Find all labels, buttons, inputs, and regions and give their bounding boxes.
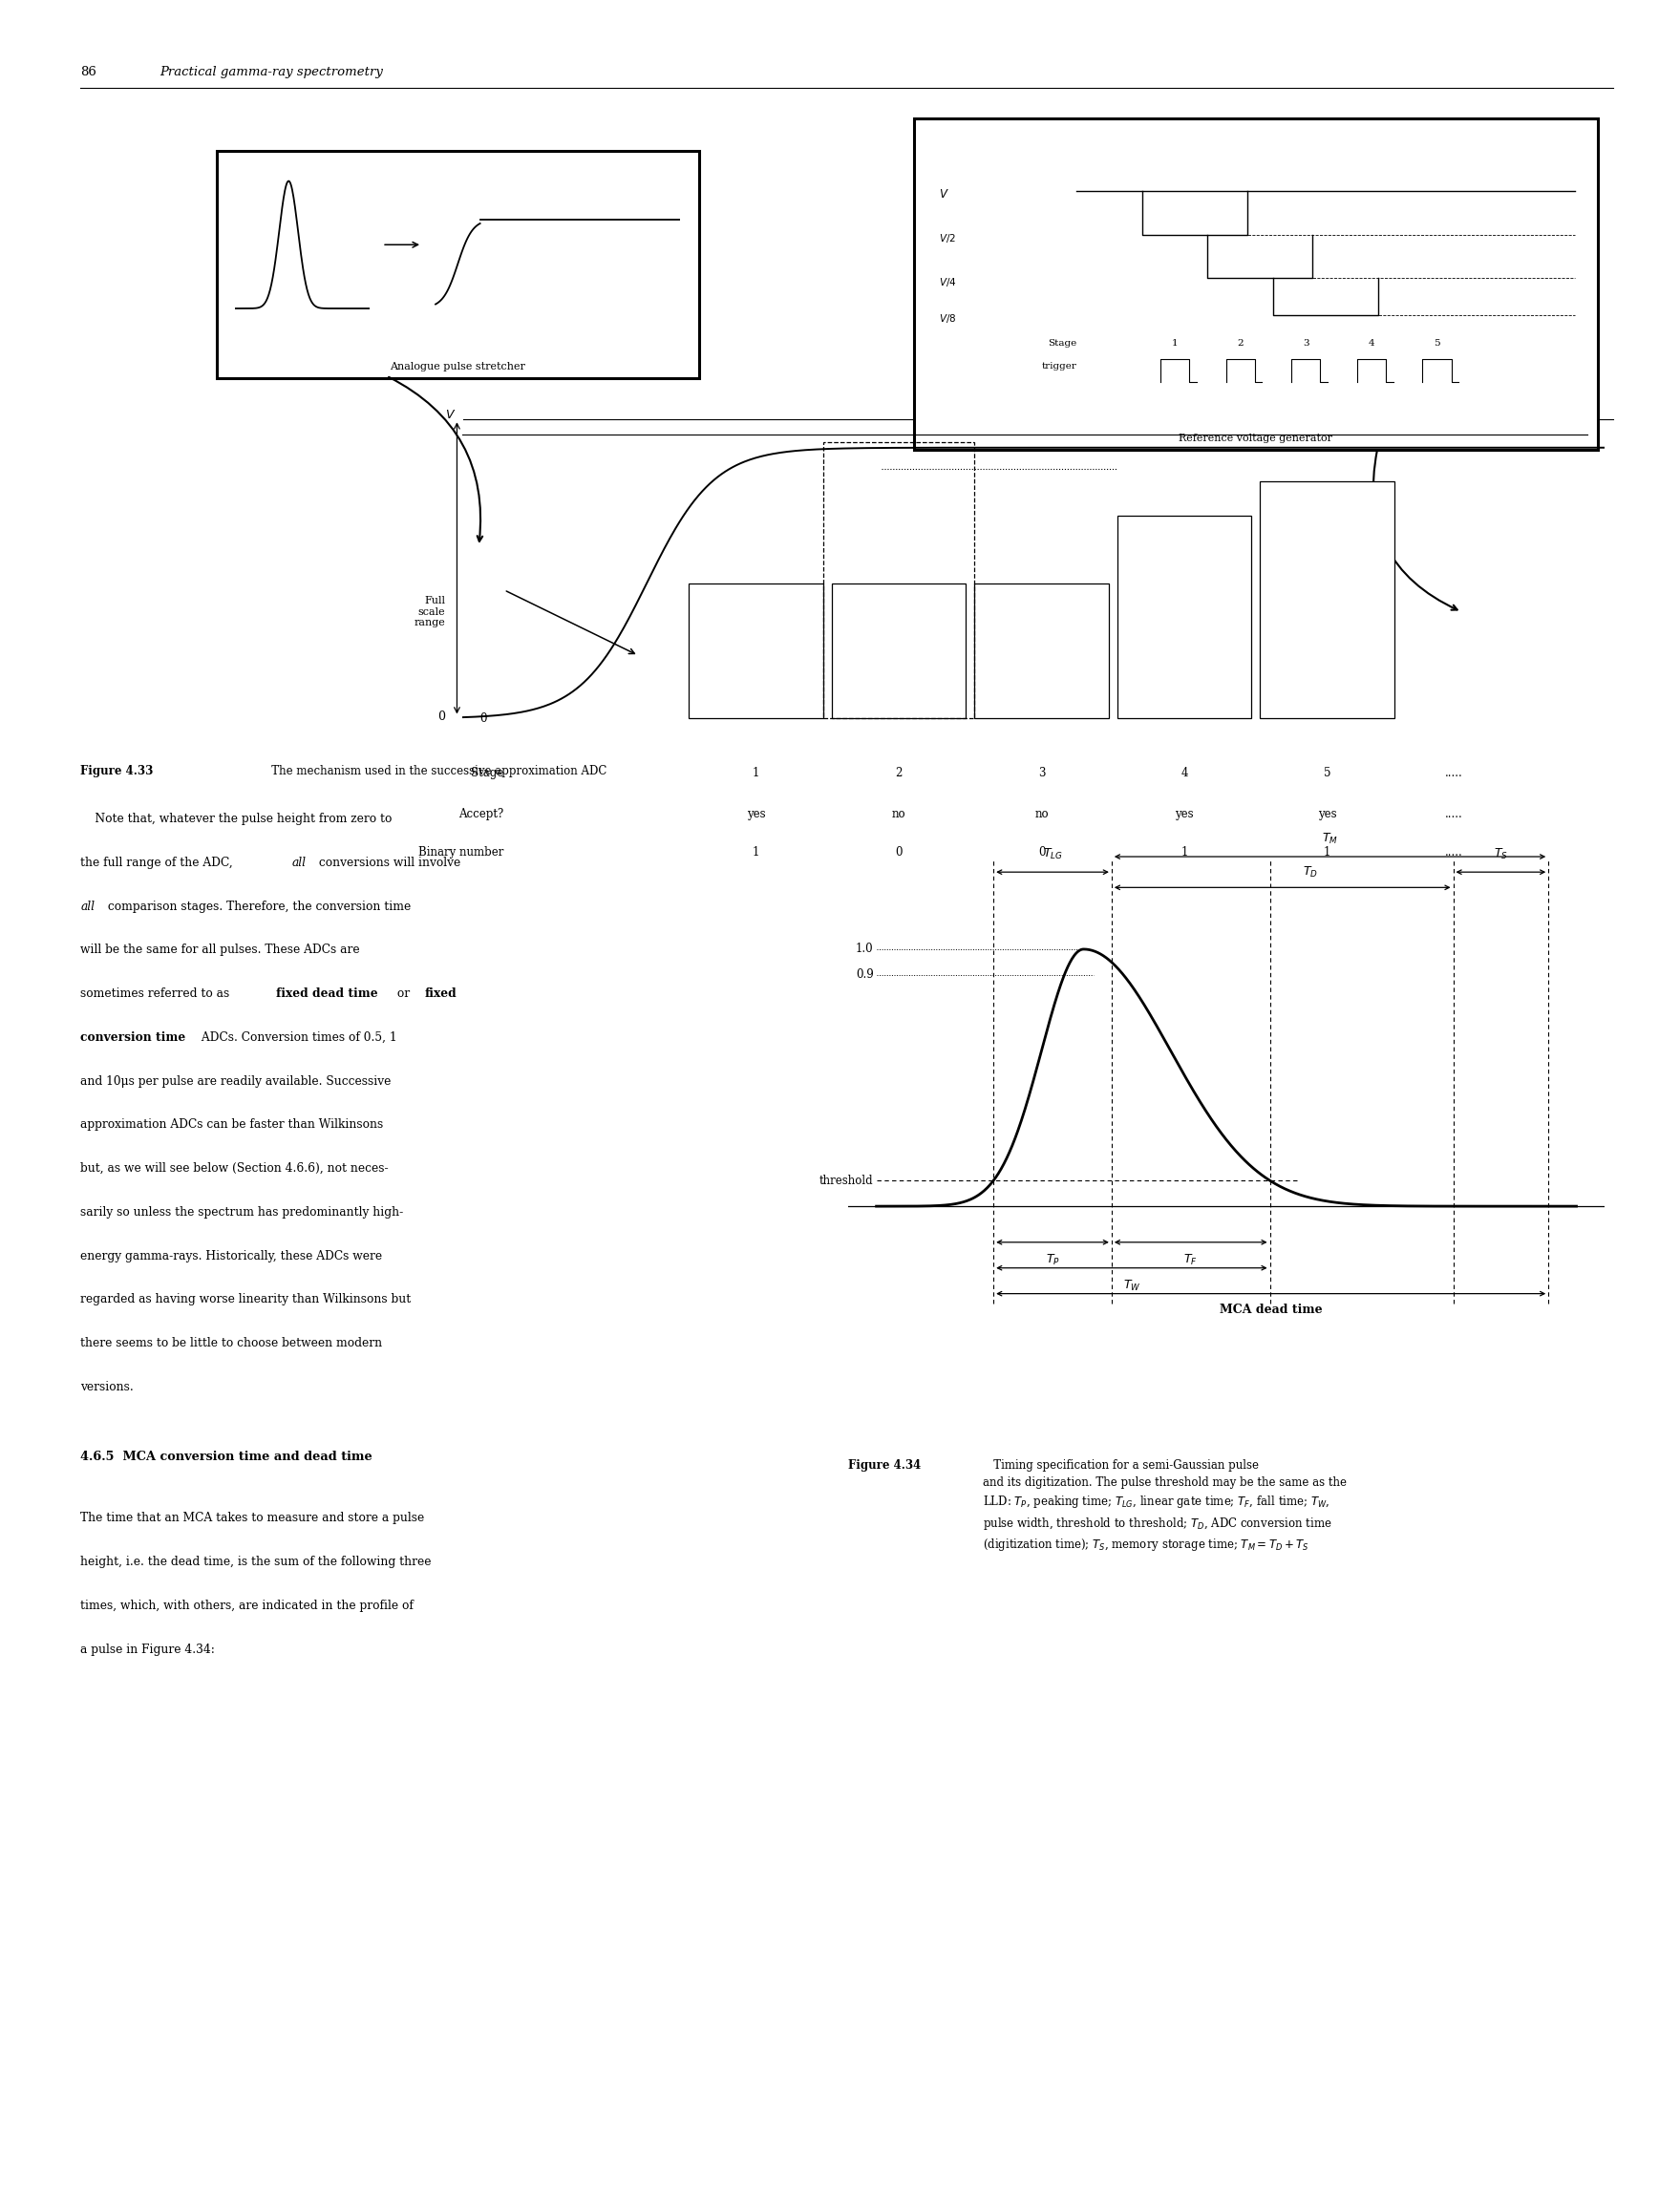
Text: times, which, with others, are indicated in the profile of: times, which, with others, are indicated… xyxy=(81,1599,413,1613)
Bar xyxy=(689,583,823,719)
Text: 3: 3 xyxy=(1038,767,1045,780)
Text: the full range of the ADC,: the full range of the ADC, xyxy=(81,857,237,870)
Text: 0: 0 xyxy=(1038,846,1045,859)
Text: all: all xyxy=(81,900,96,913)
Text: Binary number: Binary number xyxy=(418,846,504,859)
Text: will be the same for all pulses. These ADCs are: will be the same for all pulses. These A… xyxy=(81,944,360,957)
Bar xyxy=(1260,481,1394,719)
Text: yes: yes xyxy=(1174,808,1194,819)
Text: height, i.e. the dead time, is the sum of the following three: height, i.e. the dead time, is the sum o… xyxy=(81,1556,432,1569)
Text: $T_D$: $T_D$ xyxy=(1302,865,1319,881)
Text: there seems to be little to choose between modern: there seems to be little to choose betwe… xyxy=(81,1337,383,1350)
Text: 5: 5 xyxy=(1433,339,1440,347)
Text: comparison stages. Therefore, the conversion time: comparison stages. Therefore, the conver… xyxy=(104,900,412,913)
Text: 1: 1 xyxy=(753,846,759,859)
Text: Timing specification for a semi-Gaussian pulse
and its digitization. The pulse t: Timing specification for a semi-Gaussian… xyxy=(983,1460,1347,1554)
Text: 0: 0 xyxy=(895,846,902,859)
Text: conversion time: conversion time xyxy=(81,1031,186,1044)
Text: 1.0: 1.0 xyxy=(855,944,874,955)
FancyBboxPatch shape xyxy=(914,118,1598,450)
Text: 86: 86 xyxy=(81,66,97,79)
Text: .....: ..... xyxy=(1445,767,1463,780)
Text: or: or xyxy=(393,988,413,1001)
Text: Figure 4.33: Figure 4.33 xyxy=(81,765,153,778)
Text: $V/8$: $V/8$ xyxy=(939,312,956,326)
Text: 1: 1 xyxy=(753,767,759,780)
Text: Figure 4.34: Figure 4.34 xyxy=(848,1460,921,1473)
Text: Analogue pulse stretcher: Analogue pulse stretcher xyxy=(390,363,526,371)
Text: $T_M$: $T_M$ xyxy=(1322,832,1337,846)
Text: 2: 2 xyxy=(1236,339,1243,347)
Text: The time that an MCA takes to measure and store a pulse: The time that an MCA takes to measure an… xyxy=(81,1512,425,1525)
Text: Full
scale
range: Full scale range xyxy=(413,597,445,627)
Text: 1: 1 xyxy=(1181,846,1188,859)
Text: trigger: trigger xyxy=(1042,361,1077,369)
Text: $T_P$: $T_P$ xyxy=(1045,1252,1060,1267)
Text: all: all xyxy=(292,857,306,870)
Text: and 10μs per pulse are readily available. Successive: and 10μs per pulse are readily available… xyxy=(81,1075,391,1088)
Text: fixed: fixed xyxy=(425,988,457,1001)
Text: sometimes referred to as: sometimes referred to as xyxy=(81,988,234,1001)
Bar xyxy=(823,441,974,719)
Text: $V/2$: $V/2$ xyxy=(939,232,956,245)
Text: conversions will involve: conversions will involve xyxy=(314,857,460,870)
Text: $V$: $V$ xyxy=(445,409,455,422)
Text: no: no xyxy=(1035,808,1048,819)
Text: $T_F$: $T_F$ xyxy=(1184,1252,1198,1267)
Text: .....: ..... xyxy=(1445,808,1463,819)
Text: The mechanism used in the successive approximation ADC: The mechanism used in the successive app… xyxy=(260,765,606,778)
Text: regarded as having worse linearity than Wilkinsons but: regarded as having worse linearity than … xyxy=(81,1294,412,1307)
Text: 3: 3 xyxy=(1302,339,1309,347)
Text: yes: yes xyxy=(746,808,766,819)
Bar xyxy=(832,583,966,719)
Text: 0: 0 xyxy=(480,712,487,725)
Text: threshold: threshold xyxy=(820,1173,874,1186)
Text: 1: 1 xyxy=(1171,339,1178,347)
Text: 0: 0 xyxy=(437,710,445,723)
Text: 1: 1 xyxy=(1324,846,1331,859)
Text: Stage: Stage xyxy=(472,767,504,780)
Text: 4: 4 xyxy=(1368,339,1374,347)
Text: no: no xyxy=(892,808,906,819)
Text: energy gamma-rays. Historically, these ADCs were: energy gamma-rays. Historically, these A… xyxy=(81,1250,383,1263)
Bar xyxy=(974,583,1109,719)
Text: sarily so unless the spectrum has predominantly high-: sarily so unless the spectrum has predom… xyxy=(81,1206,403,1219)
Text: versions.: versions. xyxy=(81,1381,134,1394)
Text: Reference voltage generator: Reference voltage generator xyxy=(1179,435,1332,444)
Text: 4.6.5  MCA conversion time and dead time: 4.6.5 MCA conversion time and dead time xyxy=(81,1451,373,1464)
Text: $T_{LG}$: $T_{LG}$ xyxy=(1043,848,1062,861)
Bar xyxy=(1117,516,1252,719)
Text: ADCs. Conversion times of 0.5, 1: ADCs. Conversion times of 0.5, 1 xyxy=(198,1031,396,1044)
Text: $T_W$: $T_W$ xyxy=(1122,1278,1141,1294)
Text: Practical gamma-ray spectrometry: Practical gamma-ray spectrometry xyxy=(160,66,383,79)
Text: $V$: $V$ xyxy=(939,188,949,201)
Text: yes: yes xyxy=(1317,808,1337,819)
Text: MCA dead time: MCA dead time xyxy=(1220,1304,1322,1315)
Text: a pulse in Figure 4.34:: a pulse in Figure 4.34: xyxy=(81,1643,215,1656)
Text: 5: 5 xyxy=(1324,767,1331,780)
Text: $V/4$: $V/4$ xyxy=(939,275,958,288)
FancyBboxPatch shape xyxy=(217,151,699,378)
Text: Note that, whatever the pulse height from zero to: Note that, whatever the pulse height fro… xyxy=(81,813,393,826)
Text: Stage: Stage xyxy=(1048,339,1077,347)
Text: but, as we will see below (Section 4.6.6), not neces-: but, as we will see below (Section 4.6.6… xyxy=(81,1162,388,1176)
Text: 2: 2 xyxy=(895,767,902,780)
Text: fixed dead time: fixed dead time xyxy=(276,988,378,1001)
Text: .....: ..... xyxy=(1445,846,1463,859)
Text: $T_S$: $T_S$ xyxy=(1494,848,1509,861)
Text: Accept?: Accept? xyxy=(459,808,504,819)
Text: approximation ADCs can be faster than Wilkinsons: approximation ADCs can be faster than Wi… xyxy=(81,1119,383,1132)
Text: 0.9: 0.9 xyxy=(855,968,874,981)
Text: 4: 4 xyxy=(1181,767,1188,780)
